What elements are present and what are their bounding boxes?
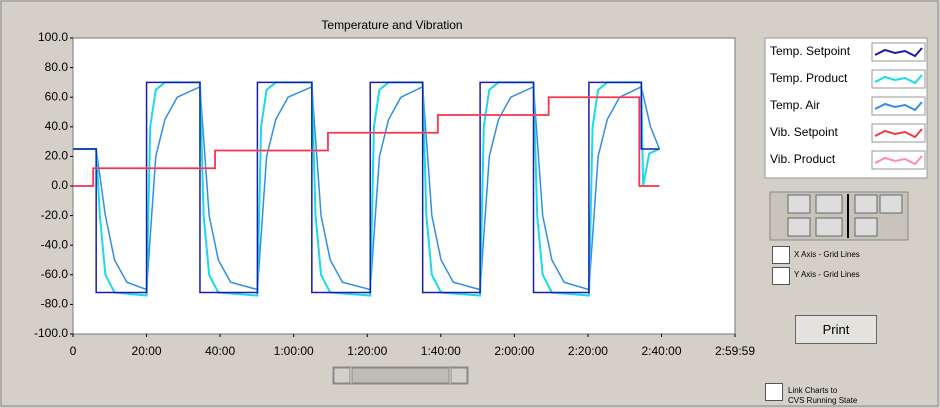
legend-swatch	[874, 155, 923, 166]
x-tick-label: 2:59:59	[715, 344, 755, 358]
legend-label: Vib. Product	[770, 152, 836, 166]
y-tick-label: -40.0	[41, 237, 69, 251]
scrollbar[interactable]	[332, 366, 469, 385]
legend-swatch	[874, 128, 923, 139]
checkbox[interactable]	[772, 267, 790, 285]
x-tick-label: 2:00:00	[494, 344, 534, 358]
y-tick-label: 60.0	[45, 89, 69, 103]
checkbox-label: CVS Running State	[788, 396, 858, 405]
series-line	[73, 85, 661, 291]
legend-swatch	[874, 101, 923, 112]
y-tick-label: 100.0	[38, 30, 68, 44]
legend-swatch	[874, 74, 923, 85]
plot-area	[72, 37, 736, 335]
x-tick-label: 1:00:00	[274, 344, 314, 358]
checkbox-label: Y Axis - Grid Lines	[794, 270, 860, 279]
legend-label: Vib. Setpoint	[770, 125, 838, 139]
x-tick-label: 20:00	[132, 344, 162, 358]
x-tick-label: 1:20:00	[347, 344, 387, 358]
x-tick-label: 2:20:00	[568, 344, 608, 358]
y-tick-label: 20.0	[45, 149, 69, 163]
y-tick-label: -60.0	[41, 267, 69, 281]
legend-label: Temp. Air	[770, 98, 820, 112]
checkbox-label: X Axis - Grid Lines	[794, 250, 860, 259]
checkbox[interactable]	[765, 383, 783, 401]
series-line	[73, 81, 660, 297]
x-tick-label: 2:40:00	[641, 344, 681, 358]
x-tick-label: 0	[70, 344, 77, 358]
x-tick-label: 1:40:00	[421, 344, 461, 358]
legend-label: Temp. Setpoint	[770, 44, 851, 58]
palette	[769, 191, 909, 241]
series-line	[73, 81, 660, 294]
series-line	[73, 96, 660, 187]
y-tick-label: 0.0	[51, 178, 68, 192]
y-tick-label: -100.0	[34, 326, 68, 340]
chart-title: Temperature and Vibration	[321, 18, 462, 32]
legend-swatch	[874, 47, 923, 58]
y-tick-label: -80.0	[41, 297, 69, 311]
y-tick-label: 40.0	[45, 119, 69, 133]
checkbox[interactable]	[772, 246, 790, 264]
legend-label: Temp. Product	[770, 71, 848, 85]
x-tick-label: 40:00	[205, 344, 235, 358]
y-tick-label: 80.0	[45, 60, 69, 74]
print-button[interactable]: Print	[795, 315, 877, 344]
checkbox-label: Link Charts to	[788, 386, 838, 395]
y-tick-label: -20.0	[41, 208, 69, 222]
